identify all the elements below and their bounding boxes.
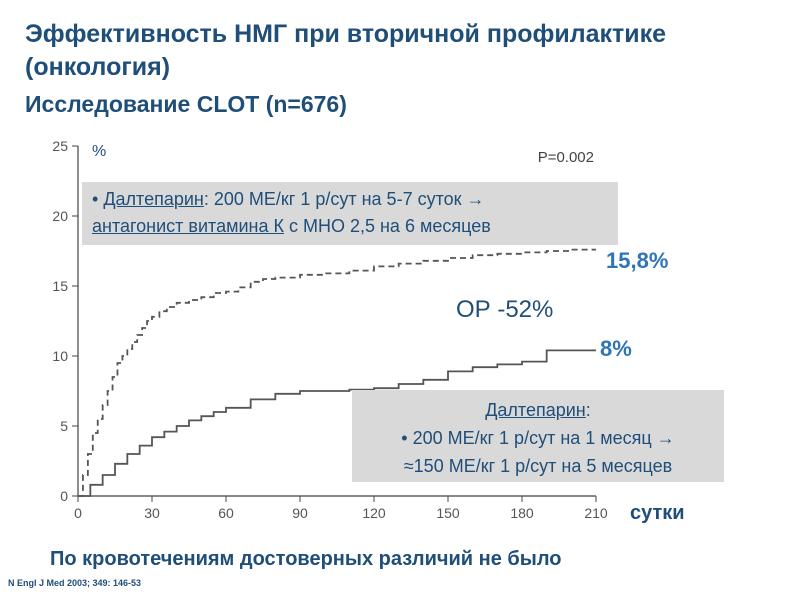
series-line-lmwh [78, 349, 596, 497]
x-unit-label: сутки [630, 502, 685, 524]
drug-name: Далтепарин [485, 400, 586, 420]
relative-risk-label: ОР -52% [456, 296, 554, 323]
p-value-label: P=0.002 [538, 149, 594, 166]
km-chart: 0 5 10 15 20 25 0 30 60 90 120 150 180 210% P=0.002 [52, 138, 608, 521]
x-tick-label: 120 [362, 505, 386, 521]
regimen-text-1: : 200 МЕ/кг 1 р/сут на 5-7 суток → [203, 189, 485, 209]
regimen-line-1: • 200 МЕ/кг 1 р/сут на 1 месяц → [401, 428, 675, 448]
y-tick-label: 20 [52, 208, 68, 224]
y-axis-label: % [92, 143, 106, 160]
slide-title: Эффективность НМГ при вторичной профилак… [25, 20, 667, 81]
bullet-marker: • [92, 189, 99, 209]
regimen-box-oac: • Далтепарин: 200 МЕ/кг 1 р/сут на 5-7 с… [82, 182, 618, 245]
lmwh-rate-label: 8% [600, 336, 632, 361]
y-tick-label: 25 [52, 138, 68, 154]
x-tick-label: 30 [144, 505, 160, 521]
x-tick-label: 150 [436, 505, 460, 521]
vka-text: антагонист витамина К [92, 216, 284, 236]
bleeding-note: По кровотечениям достоверных различий не… [50, 548, 562, 570]
x-tick-label: 210 [584, 505, 608, 521]
reference: N Engl J Med 2003; 349: 146-53 [8, 578, 142, 588]
x-tick-label: 60 [218, 505, 234, 521]
y-tick-label: 0 [60, 488, 68, 504]
heading-colon: : [585, 400, 591, 420]
oac-rate-label: 15,8% [606, 248, 669, 273]
series-line-oac [78, 248, 596, 497]
x-tick-label: 90 [292, 505, 308, 521]
regimen-box-lmwh: Далтепарин: • 200 МЕ/кг 1 р/сут на 1 мес… [352, 390, 724, 482]
regimen-line-2: ≈150 МЕ/кг 1 р/сут на 5 месяцев [403, 456, 673, 476]
slide-subtitle: Исследование CLOT (n=676) [25, 91, 347, 117]
regimen-text-2: с МНО 2,5 на 6 месяцев [283, 216, 491, 236]
drug-name: Далтепарин [103, 189, 204, 209]
y-tick-label: 10 [52, 348, 68, 364]
x-tick-label: 180 [510, 505, 534, 521]
y-tick-label: 5 [60, 418, 68, 434]
y-tick-label: 15 [52, 278, 68, 294]
regimen-heading: Далтепарин: [352, 396, 724, 424]
x-tick-label: 0 [74, 505, 82, 521]
